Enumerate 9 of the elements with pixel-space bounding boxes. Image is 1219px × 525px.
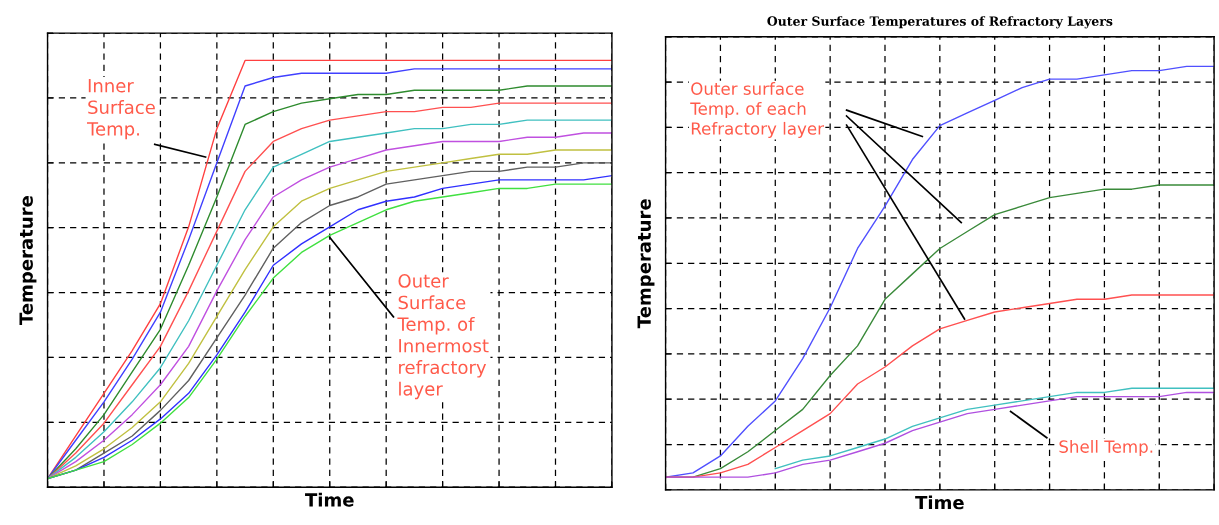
y-axis-title: Temperature: [19, 196, 37, 325]
annotation: Outer surface Temp. of each Refractory layer: [690, 82, 824, 139]
y-axis-title: Temperature: [637, 199, 655, 329]
annotation: Shell Temp.: [1059, 439, 1153, 457]
x-axis-title: Time: [915, 495, 964, 510]
x-axis-title: Time: [305, 492, 354, 507]
chart-title: Outer Surface Temperatures of Refractory Layers: [767, 16, 1113, 29]
annotation: Inner Surface Temp.: [87, 79, 155, 140]
annotation: Outer Surface Temp. of Innermost refractory layer: [397, 274, 489, 400]
